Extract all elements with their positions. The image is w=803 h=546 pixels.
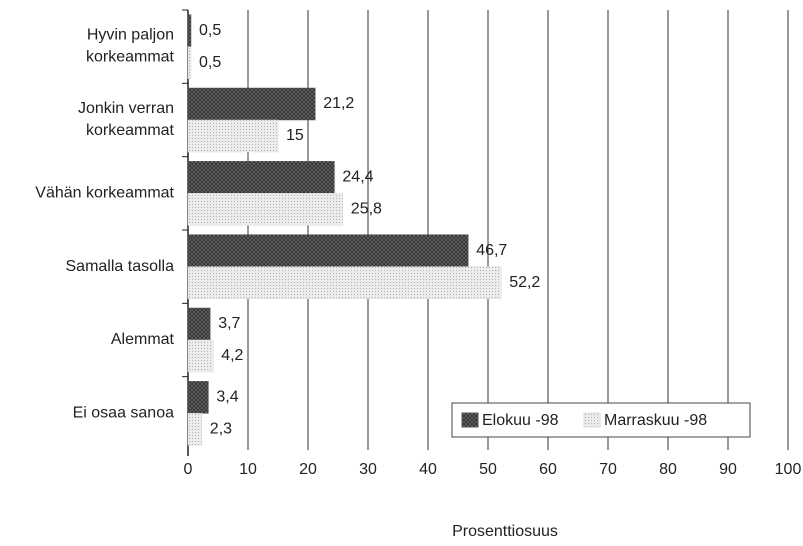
- bar: [187, 46, 192, 79]
- bar: [187, 307, 211, 341]
- data-label: 25,8: [351, 201, 382, 218]
- legend-label: Elokuu -98: [482, 412, 559, 429]
- data-label: 15: [286, 127, 304, 144]
- y-tick-label: Samalla tasolla: [66, 258, 175, 275]
- x-tick-label: 30: [359, 461, 377, 478]
- data-label: 24,4: [342, 169, 373, 186]
- x-tick-label: 20: [299, 461, 317, 478]
- legend-swatch: [461, 412, 479, 428]
- x-tick-label: 60: [539, 461, 557, 478]
- legend-label: Marraskuu -98: [604, 412, 707, 429]
- bar: [187, 413, 203, 446]
- x-tick-label: 10: [239, 461, 257, 478]
- data-label: 21,2: [323, 95, 354, 112]
- y-tick-label: Alemmat: [111, 331, 175, 348]
- bar: [187, 119, 279, 153]
- data-label: 0,5: [199, 54, 221, 71]
- bar: [187, 14, 192, 47]
- x-tick-label: 100: [775, 461, 802, 478]
- bar: [187, 87, 316, 121]
- y-tick-label: Ei osaa sanoa: [73, 405, 175, 422]
- x-tick-label: 90: [719, 461, 737, 478]
- data-label: 46,7: [476, 242, 507, 259]
- x-tick-label: 70: [599, 461, 617, 478]
- legend-swatch: [583, 412, 601, 428]
- x-tick-label: 80: [659, 461, 677, 478]
- x-tick-label: 40: [419, 461, 437, 478]
- x-axis-label: Prosenttiosuus: [452, 523, 558, 540]
- y-tick-label: Vähän korkeammat: [35, 185, 174, 202]
- data-label: 52,2: [509, 274, 540, 291]
- x-tick-label: 0: [184, 461, 193, 478]
- bar: [187, 381, 209, 414]
- data-label: 0,5: [199, 22, 221, 39]
- bar: [187, 193, 344, 226]
- y-tick-label: Hyvin paljon korkeammat: [86, 27, 175, 66]
- data-label: 2,3: [210, 421, 232, 438]
- y-tick-label: Jonkin verran korkeammat: [78, 100, 175, 139]
- data-label: 3,4: [216, 389, 238, 406]
- bar: [187, 266, 502, 299]
- data-label: 4,2: [221, 347, 243, 364]
- legend-box: [451, 402, 751, 438]
- data-label: 3,7: [218, 315, 240, 332]
- bar: [187, 161, 335, 194]
- bar: [187, 339, 214, 373]
- bar: [187, 234, 469, 267]
- x-tick-label: 50: [479, 461, 497, 478]
